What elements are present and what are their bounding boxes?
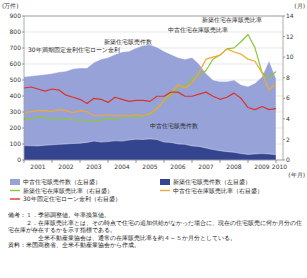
x-tick-label: 2001 <box>30 163 45 170</box>
x-axis-label: (年月) <box>288 171 305 178</box>
y-tick-label: 600 <box>10 60 22 67</box>
x-tick-label: 2005 <box>142 163 157 170</box>
x-tick-label: 2010 <box>272 163 287 170</box>
plot-frame <box>24 16 283 160</box>
legend-swatch <box>10 198 20 199</box>
line <box>24 49 276 116</box>
y2-tick-label: 10 <box>286 53 294 60</box>
notes: 備考：１．季節調整値。年率換算値。 ２．在庫販売比率とは、その時点で住宅の追加供… <box>8 211 302 249</box>
legend-swatch <box>10 179 20 185</box>
line <box>24 87 276 110</box>
annotation: 新築住宅在庫販売比率 <box>202 16 262 23</box>
y2-tick-label: 6 <box>286 94 290 101</box>
legend-swatch <box>10 190 20 191</box>
area <box>24 139 276 160</box>
x-tick-label: 2008 <box>226 163 241 170</box>
note: ２．在庫販売比率とは、その時点で住宅の追加供給がなかった場合に、現在の住宅販売に… <box>8 219 302 234</box>
line <box>24 35 276 122</box>
x-tick <box>108 160 109 163</box>
y2-axis-label: (月) <box>294 2 305 9</box>
y2-tick-label: 2 <box>286 136 290 143</box>
legend-label: 中古住宅販売件数（左目盛） <box>23 178 101 186</box>
x-tick-label: 2002 <box>58 163 73 170</box>
x-tick <box>248 160 249 163</box>
y2-tick-label: 12 <box>286 33 294 40</box>
annotation: 30年満期固定金利住宅ローン金利 <box>28 46 120 53</box>
note: 備考：１．季節調整値。年率換算値。 <box>8 211 302 219</box>
legend-label: 30年固定住宅ローン金利（右目盛） <box>23 195 121 203</box>
annotation: 中古住宅在庫販売比率 <box>168 26 228 33</box>
y2-tick-label: 14 <box>286 12 294 19</box>
y-tick-label: 0 <box>17 156 21 163</box>
x-tick <box>80 160 81 163</box>
legend-swatch <box>160 179 170 185</box>
x-tick <box>164 160 165 163</box>
note: 全米不動産業協会は、通常の在庫販売比率を約４～５か月分としている。 <box>8 234 302 242</box>
annotation: 中古住宅販売件数 <box>150 122 198 129</box>
y-tick-label: 900 <box>10 12 22 19</box>
legend-label: 新築住宅在庫販売比率（右目盛） <box>23 187 113 195</box>
y-tick-label: 500 <box>10 76 22 83</box>
y-tick-label: 300 <box>10 108 22 115</box>
y-axis-label: (万件) <box>2 2 19 9</box>
y-tick-label: 200 <box>10 124 22 131</box>
x-tick-label: 2007 <box>198 163 213 170</box>
legend-label: 中古住宅在庫販売比率（右目盛） <box>173 187 263 195</box>
x-tick <box>52 160 53 163</box>
y2-tick-label: 8 <box>286 74 290 81</box>
x-tick-label: 2006 <box>170 163 185 170</box>
annotation: 新築住宅販売件数 <box>104 38 152 45</box>
y-tick-label: 800 <box>10 28 22 35</box>
x-tick <box>192 160 193 163</box>
y-tick-label: 400 <box>10 92 22 99</box>
x-tick-label: 2009 <box>254 163 269 170</box>
area <box>24 45 276 160</box>
note: 資料：米国商務省、全米不動産業協会から作成。 <box>8 241 302 249</box>
x-tick <box>136 160 137 163</box>
legend-label: 新築住宅販売件数（左目盛） <box>173 178 251 186</box>
y-tick-label: 100 <box>10 140 22 147</box>
legend-swatch <box>160 190 170 191</box>
x-tick <box>220 160 221 163</box>
plot-marks <box>24 35 276 160</box>
y2-tick-label: 4 <box>286 115 290 122</box>
grid-line <box>24 32 283 33</box>
x-tick <box>24 160 25 163</box>
x-tick-label: 2003 <box>86 163 101 170</box>
x-tick-label: 2004 <box>114 163 129 170</box>
y-tick-label: 700 <box>10 44 22 51</box>
